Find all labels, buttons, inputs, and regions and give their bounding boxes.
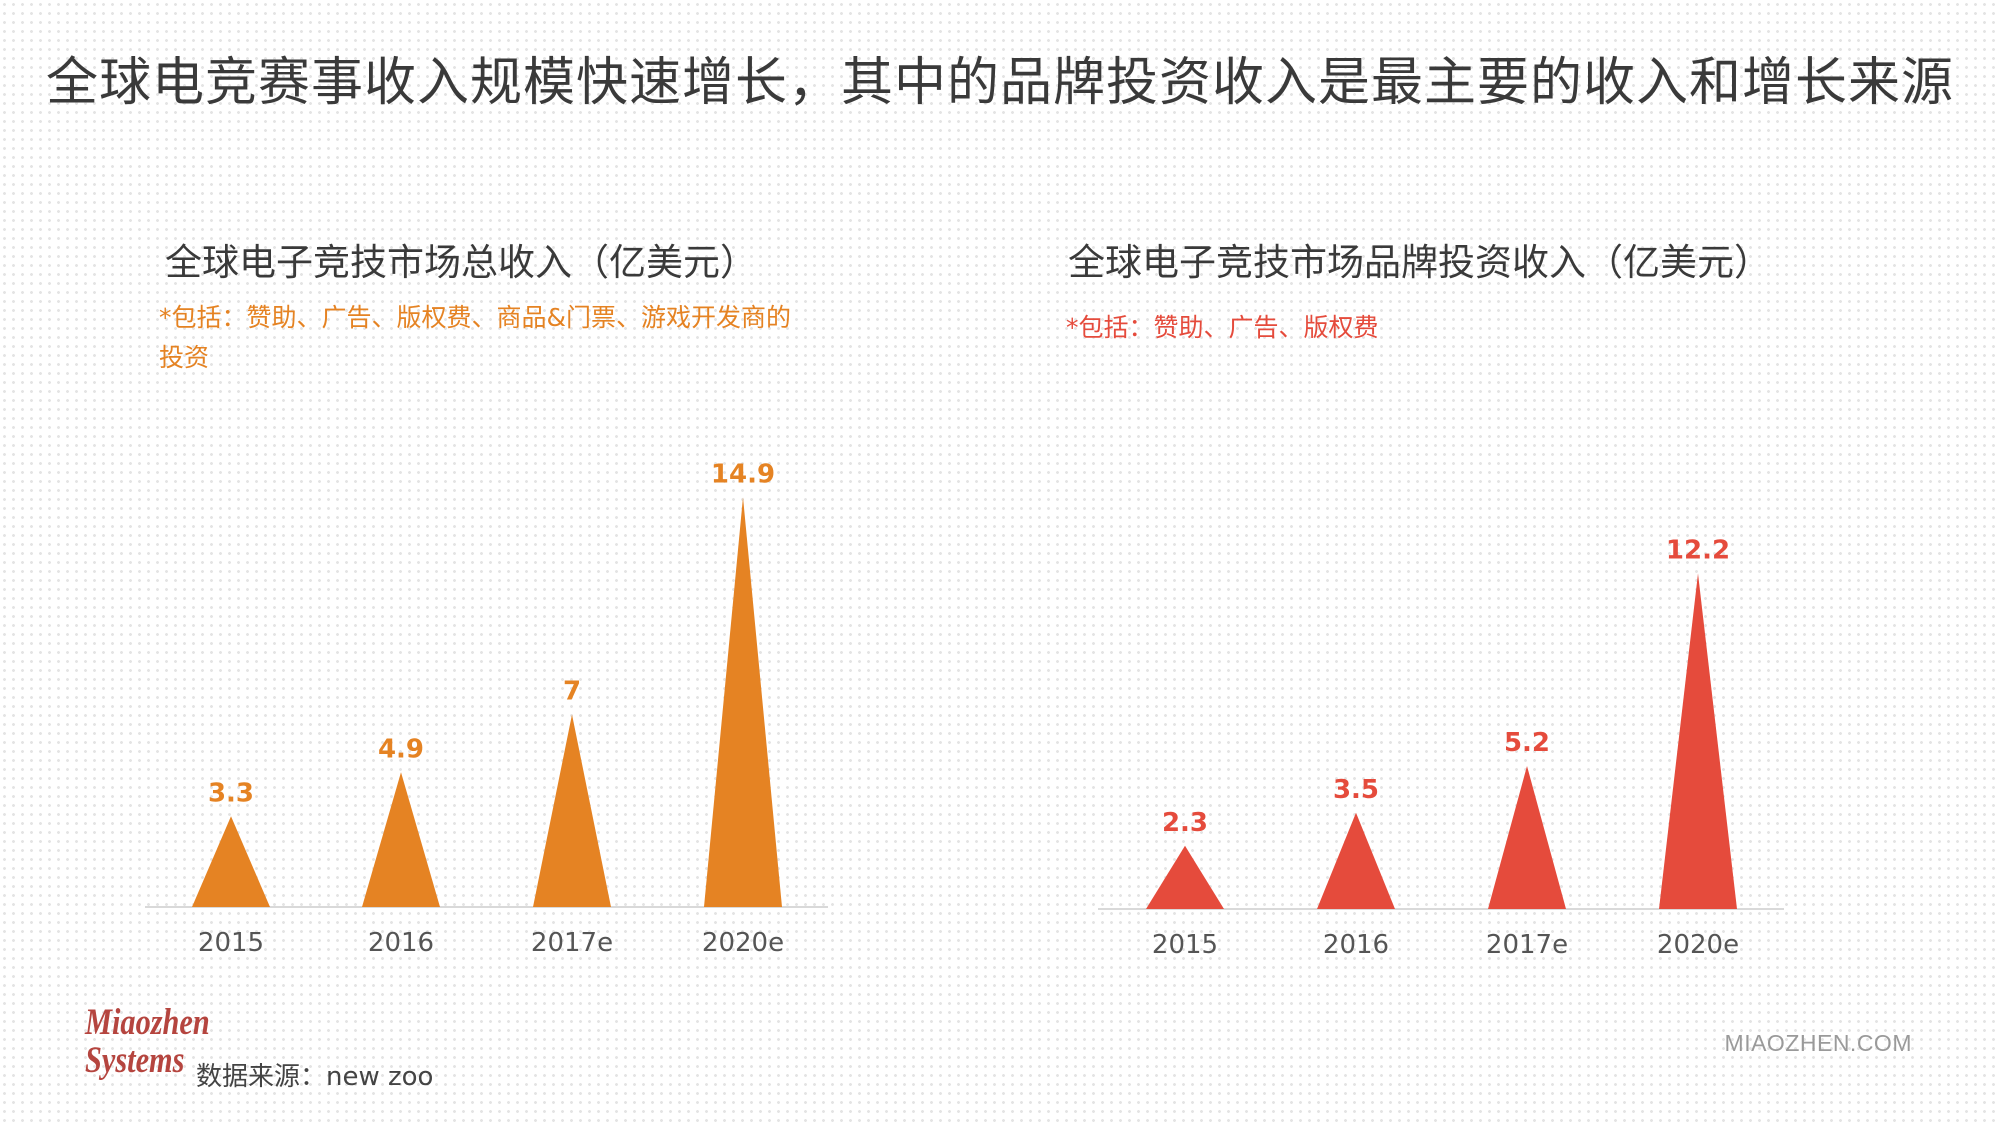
bar-brand-2015 [1146,845,1224,909]
data-source: 数据来源：new zoo [196,1062,434,1092]
logo-line-1: Miaozhen [85,1002,210,1043]
chart-title-total: 全球电子竞技市场总收入（亿美元） [165,241,757,284]
page-title: 全球电竞赛事收入规模快速增长，其中的品牌投资收入是最主要的收入和增长来源 [45,53,1954,113]
tick-label-brand-2020e: 2020e [1657,930,1739,960]
tick-label-brand-2017e: 2017e [1486,930,1568,960]
bar-brand-2017e [1488,766,1566,909]
tick-label-total-2020e: 2020e [702,928,784,958]
tick-label-total-2017e: 2017e [531,928,613,958]
bar-total-2017e [533,714,611,907]
tick-label-total-2016: 2016 [368,928,434,958]
chart-note-total: *包括：赞助、广告、版权费、商品&门票、游戏开发商的投资 [159,303,791,372]
chart-title-brand: 全球电子竞技市场品牌投资收入（亿美元） [1068,241,1771,284]
bar-total-2020e [704,497,782,907]
data-label-total-2015: 3.3 [208,778,254,808]
bar-brand-2020e [1659,573,1737,909]
tick-label-brand-2015: 2015 [1152,930,1218,960]
miaozhen-logo: Miaozhen Systems [85,1004,215,1080]
chart-note-brand: *包括：赞助、广告、版权费 [1066,313,1379,342]
data-label-brand-2015: 2.3 [1162,808,1208,838]
data-label-brand-2017e: 5.2 [1504,728,1550,758]
data-label-total-2016: 4.9 [378,734,424,764]
data-label-brand-2020e: 12.2 [1666,536,1730,566]
bar-total-2016 [362,772,440,907]
logo-line-2: Systems [85,1040,185,1081]
tick-label-brand-2016: 2016 [1323,930,1389,960]
data-label-brand-2016: 3.5 [1333,775,1379,805]
data-label-total-2020e: 14.9 [711,459,775,489]
tick-label-total-2015: 2015 [198,928,264,958]
bar-brand-2016 [1317,812,1395,909]
site-url: MIAOZHEN.COM [1724,1030,1912,1056]
data-label-total-2017e: 7 [563,677,581,707]
bar-total-2015 [192,816,270,907]
